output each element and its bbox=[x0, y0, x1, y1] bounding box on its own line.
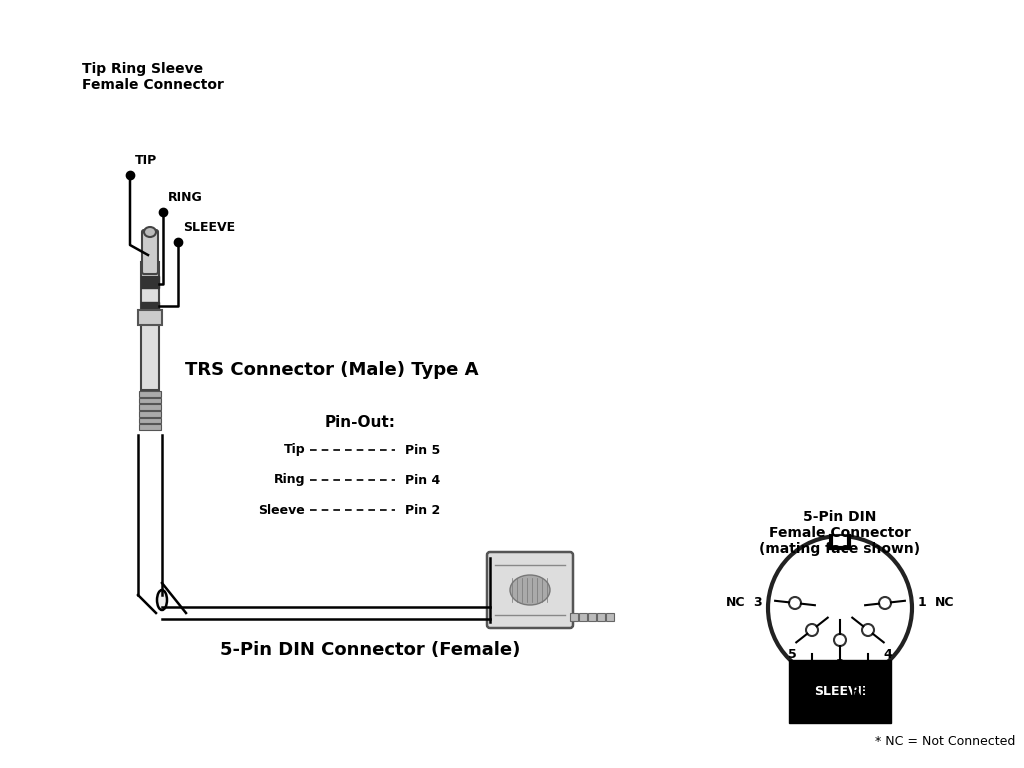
Bar bbox=[139, 424, 161, 430]
Text: SLEEVE: SLEEVE bbox=[183, 221, 236, 234]
Bar bbox=[139, 411, 161, 417]
Bar bbox=[579, 613, 587, 621]
Text: Pin 2: Pin 2 bbox=[406, 504, 440, 517]
FancyBboxPatch shape bbox=[487, 552, 573, 628]
Text: 5-Pin DIN Connector (Female): 5-Pin DIN Connector (Female) bbox=[220, 641, 520, 659]
Text: TIP: TIP bbox=[801, 685, 823, 698]
Circle shape bbox=[879, 597, 891, 609]
Text: Pin 5: Pin 5 bbox=[406, 443, 440, 456]
Bar bbox=[141, 276, 159, 288]
Circle shape bbox=[834, 634, 846, 646]
Text: 4: 4 bbox=[883, 648, 892, 661]
Text: SLEEVE: SLEEVE bbox=[814, 685, 866, 698]
Bar bbox=[139, 404, 161, 410]
Text: 5: 5 bbox=[788, 648, 797, 661]
Bar bbox=[139, 398, 161, 403]
Text: * NC = Not Connected: * NC = Not Connected bbox=[874, 735, 1015, 748]
Bar bbox=[570, 613, 578, 621]
Text: NC: NC bbox=[935, 597, 954, 610]
Circle shape bbox=[790, 597, 801, 609]
Bar bbox=[597, 613, 605, 621]
Bar bbox=[139, 418, 161, 423]
Text: TIP: TIP bbox=[135, 154, 158, 167]
Bar bbox=[831, 536, 849, 548]
Bar bbox=[606, 613, 614, 621]
FancyBboxPatch shape bbox=[142, 230, 158, 274]
Text: Tip: Tip bbox=[284, 443, 305, 456]
Text: NC: NC bbox=[725, 597, 745, 610]
Text: Sleeve: Sleeve bbox=[258, 504, 305, 517]
Ellipse shape bbox=[510, 575, 550, 605]
Text: RING: RING bbox=[851, 685, 886, 698]
Bar bbox=[138, 310, 162, 325]
Text: RING: RING bbox=[168, 191, 203, 204]
Bar bbox=[588, 613, 596, 621]
Circle shape bbox=[806, 624, 818, 636]
Text: 5-Pin DIN
Female Connector
(mating face shown): 5-Pin DIN Female Connector (mating face … bbox=[760, 510, 921, 556]
Bar bbox=[141, 302, 159, 312]
Text: Ring: Ring bbox=[273, 474, 305, 486]
Text: Pin-Out:: Pin-Out: bbox=[325, 415, 395, 430]
Circle shape bbox=[768, 536, 912, 680]
Circle shape bbox=[862, 624, 874, 636]
Bar bbox=[139, 391, 161, 396]
Text: 2: 2 bbox=[836, 658, 845, 671]
Text: Tip Ring Sleeve
Female Connector: Tip Ring Sleeve Female Connector bbox=[82, 62, 224, 92]
Text: TRS Connector (Male) Type A: TRS Connector (Male) Type A bbox=[185, 361, 478, 379]
Ellipse shape bbox=[144, 227, 156, 237]
Text: 1: 1 bbox=[918, 597, 927, 610]
Text: Pin 4: Pin 4 bbox=[406, 474, 440, 486]
Bar bbox=[141, 262, 159, 390]
Text: 3: 3 bbox=[754, 597, 762, 610]
Ellipse shape bbox=[157, 590, 167, 610]
